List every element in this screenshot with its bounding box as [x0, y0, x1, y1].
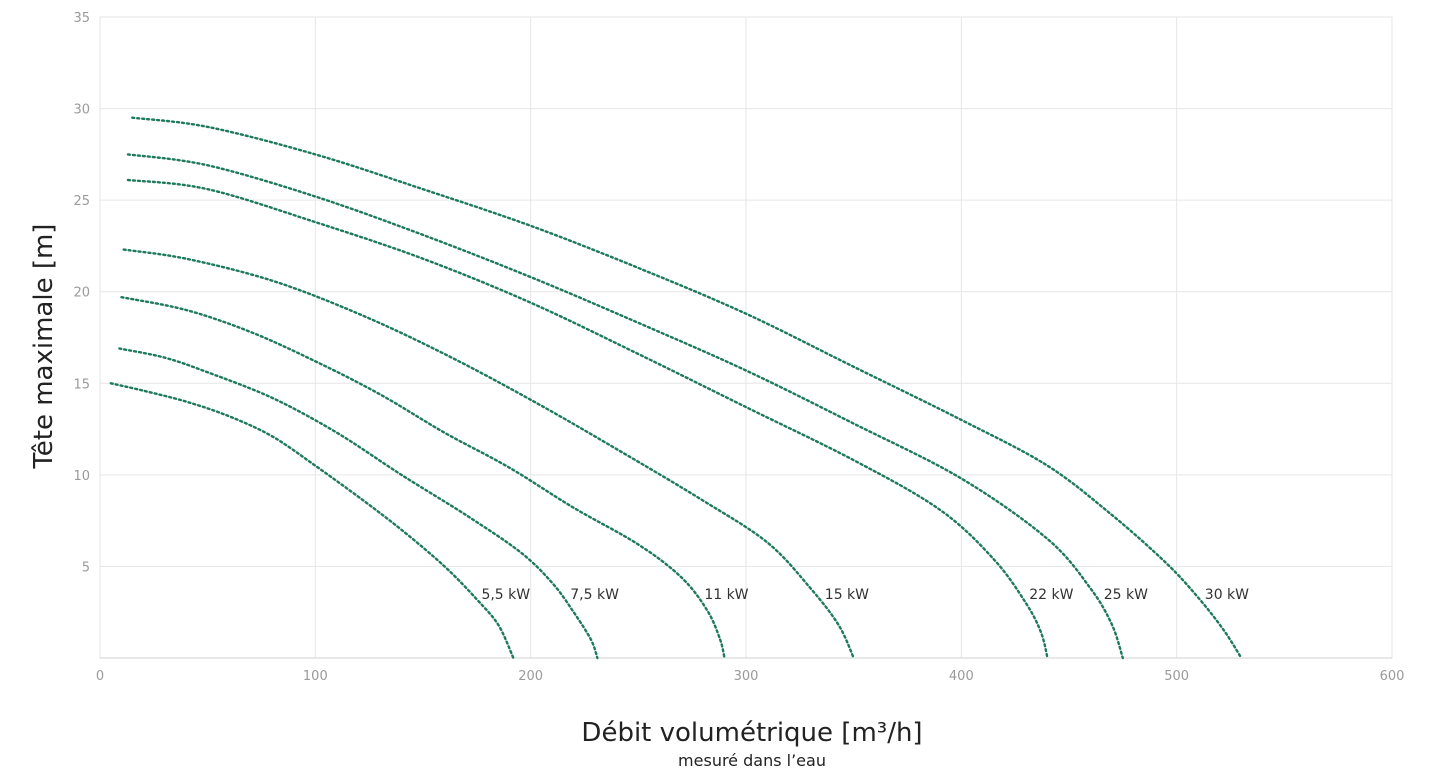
- series-label-5: 25 kW: [1104, 587, 1148, 603]
- y-tick-label: 5: [82, 560, 90, 575]
- y-tick-label: 25: [73, 194, 90, 209]
- x-tick-label: 0: [96, 669, 104, 684]
- x-tick-label: 500: [1164, 669, 1189, 684]
- series-label-6: 30 kW: [1205, 587, 1249, 603]
- y-tick-label: 10: [73, 469, 90, 484]
- y-tick-label: 35: [73, 11, 90, 26]
- series-line-2: [120, 296, 726, 660]
- series-line-3: [122, 248, 855, 660]
- x-tick-label: 200: [518, 669, 543, 684]
- series-label-3: 15 kW: [825, 587, 869, 603]
- x-tick-label: 100: [303, 669, 328, 684]
- y-tick-label: 30: [73, 103, 90, 118]
- tick-layer: 0 100 200 300 400 500 600 5 10 15 20 25 30 35: [73, 11, 1404, 684]
- x-tick-label: 300: [734, 669, 759, 684]
- series-line-0: [109, 382, 515, 660]
- series-line-1: [118, 347, 599, 660]
- y-axis-title: Tête maximale [m]: [29, 224, 59, 470]
- label-layer: 5,5 kW 7,5 kW 11 kW 15 kW 22 kW 25 kW 30 kW: [481, 587, 1249, 603]
- x-axis-subtitle: mesuré dans l’eau: [678, 751, 826, 770]
- y-tick-label: 15: [73, 377, 90, 392]
- series-line-4: [126, 178, 1049, 660]
- x-tick-label: 600: [1380, 669, 1405, 684]
- series-line-5: [126, 153, 1124, 660]
- series-layer: [109, 116, 1243, 660]
- y-tick-label: 20: [73, 286, 90, 301]
- grid-layer: [99, 16, 1393, 659]
- series-label-4: 22 kW: [1029, 587, 1073, 603]
- series-line-6: [131, 116, 1243, 660]
- series-label-2: 11 kW: [704, 587, 748, 603]
- series-label-0: 5,5 kW: [481, 587, 530, 603]
- series-label-1: 7,5 kW: [570, 587, 619, 603]
- x-axis-title: Débit volumétrique [m³/h]: [581, 718, 922, 748]
- x-tick-label: 400: [949, 669, 974, 684]
